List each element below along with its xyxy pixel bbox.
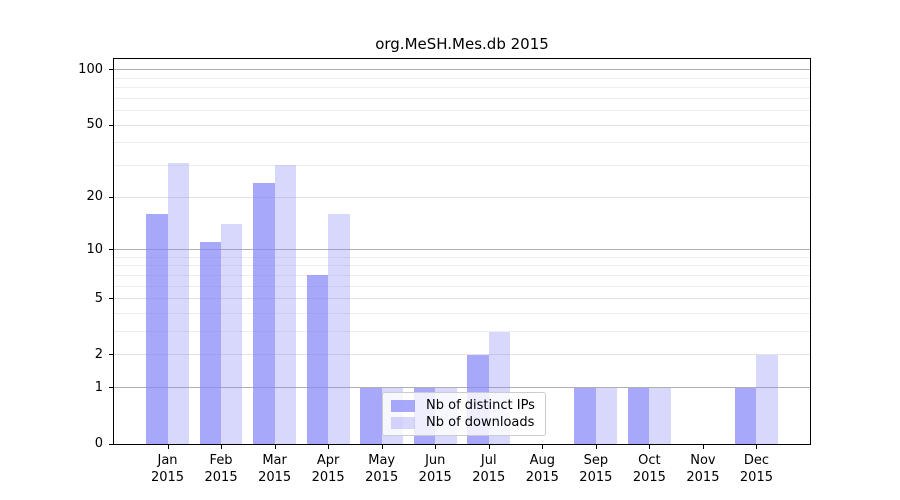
x-tick-label-aug: Aug 2015	[525, 453, 559, 485]
gridline-70	[114, 97, 810, 99]
x-tick-may	[381, 445, 383, 449]
y-tick-label-5: 5	[94, 290, 103, 306]
x-tick-nov	[702, 445, 704, 449]
gridline-90	[114, 77, 810, 79]
x-tick-label-feb: Feb 2015	[204, 453, 238, 485]
x-tick-label-nov: Nov 2015	[686, 453, 720, 485]
legend-item-downloads: Nb of downloads	[391, 414, 535, 431]
x-tick-mar	[274, 445, 276, 449]
gridline-6	[114, 285, 810, 287]
x-tick-sep	[595, 445, 597, 449]
bar-downloads-apr	[328, 214, 350, 444]
x-tick-jun	[435, 445, 437, 449]
y-tick-label-20: 20	[86, 189, 103, 205]
y-tick-label-50: 50	[86, 117, 103, 133]
gridline-8	[114, 265, 810, 267]
y-tick-label-0: 0	[94, 436, 103, 451]
bar-downloads-mar	[274, 165, 297, 444]
bar-distinct-ips-sep	[574, 387, 596, 444]
x-tick-label-jul: Jul 2015	[472, 453, 506, 485]
y-tick-5	[109, 298, 114, 300]
x-tick-label-jun: Jun 2015	[418, 453, 452, 485]
gridline-7	[114, 274, 810, 276]
x-tick-label-dec: Dec 2015	[739, 453, 773, 485]
x-tick-apr	[328, 445, 330, 449]
chart-title: org.MeSH.Mes.db 2015	[375, 35, 549, 53]
gridline-1	[114, 387, 810, 389]
x-tick-label-apr: Apr 2015	[311, 453, 345, 485]
x-tick-label-may: May 2015	[365, 453, 399, 485]
bar-downloads-feb	[221, 224, 243, 444]
y-tick-20	[109, 196, 114, 198]
x-tick-jan	[167, 445, 169, 449]
bar-downloads-jan	[167, 162, 189, 444]
x-tick-label-mar: Mar 2015	[258, 453, 292, 485]
bar-downloads-dec	[756, 354, 778, 444]
gridline-30	[114, 164, 810, 166]
x-tick-oct	[649, 445, 651, 449]
bar-distinct-ips-jan	[146, 214, 168, 444]
y-tick-10	[109, 249, 114, 250]
legend-label-downloads: Nb of downloads	[426, 415, 535, 430]
gridline-5	[114, 298, 810, 300]
gridline-10	[114, 249, 810, 250]
gridline-50	[114, 124, 810, 126]
gridline-40	[114, 142, 810, 144]
legend-item-distinct-ips: Nb of distinct IPs	[391, 397, 535, 414]
x-tick-label-oct: Oct 2015	[632, 453, 666, 485]
bar-downloads-oct	[649, 387, 671, 444]
x-tick-feb	[221, 445, 223, 449]
gridline-60	[114, 110, 810, 112]
gridline-100	[114, 69, 810, 71]
legend-label-distinct-ips: Nb of distinct IPs	[426, 398, 535, 413]
bar-distinct-ips-mar	[253, 182, 275, 444]
gridline-20	[114, 196, 810, 198]
x-tick-label-sep: Sep 2015	[579, 453, 613, 485]
y-tick-label-2: 2	[94, 346, 103, 362]
x-tick-jul	[488, 445, 490, 449]
bar-distinct-ips-apr	[306, 275, 329, 444]
legend-swatch-downloads	[391, 416, 415, 429]
bar-downloads-sep	[595, 387, 618, 444]
y-tick-0	[109, 443, 114, 445]
plot-area	[113, 58, 811, 445]
gridline-2	[114, 354, 810, 356]
gridline-4	[114, 312, 810, 314]
x-tick-label-jan: Jan 2015	[150, 453, 185, 485]
x-tick-dec	[756, 445, 758, 449]
legend: Nb of distinct IPs Nb of downloads	[382, 392, 546, 436]
gridline-3	[114, 331, 810, 333]
y-tick-label-10: 10	[86, 241, 103, 257]
bar-distinct-ips-feb	[199, 242, 222, 444]
bar-distinct-ips-dec	[735, 387, 757, 444]
gridline-80	[114, 87, 810, 89]
bar-distinct-ips-may	[360, 387, 382, 444]
y-tick-2	[109, 354, 114, 356]
y-tick-50	[109, 124, 114, 126]
gridline-9	[114, 256, 810, 258]
y-tick-label-1: 1	[94, 379, 103, 395]
y-tick-100	[109, 69, 114, 71]
x-tick-aug	[542, 445, 544, 449]
legend-swatch-distinct-ips	[391, 399, 415, 412]
y-tick-label-100: 100	[78, 61, 103, 77]
y-tick-1	[109, 387, 114, 389]
bar-distinct-ips-oct	[627, 387, 650, 444]
